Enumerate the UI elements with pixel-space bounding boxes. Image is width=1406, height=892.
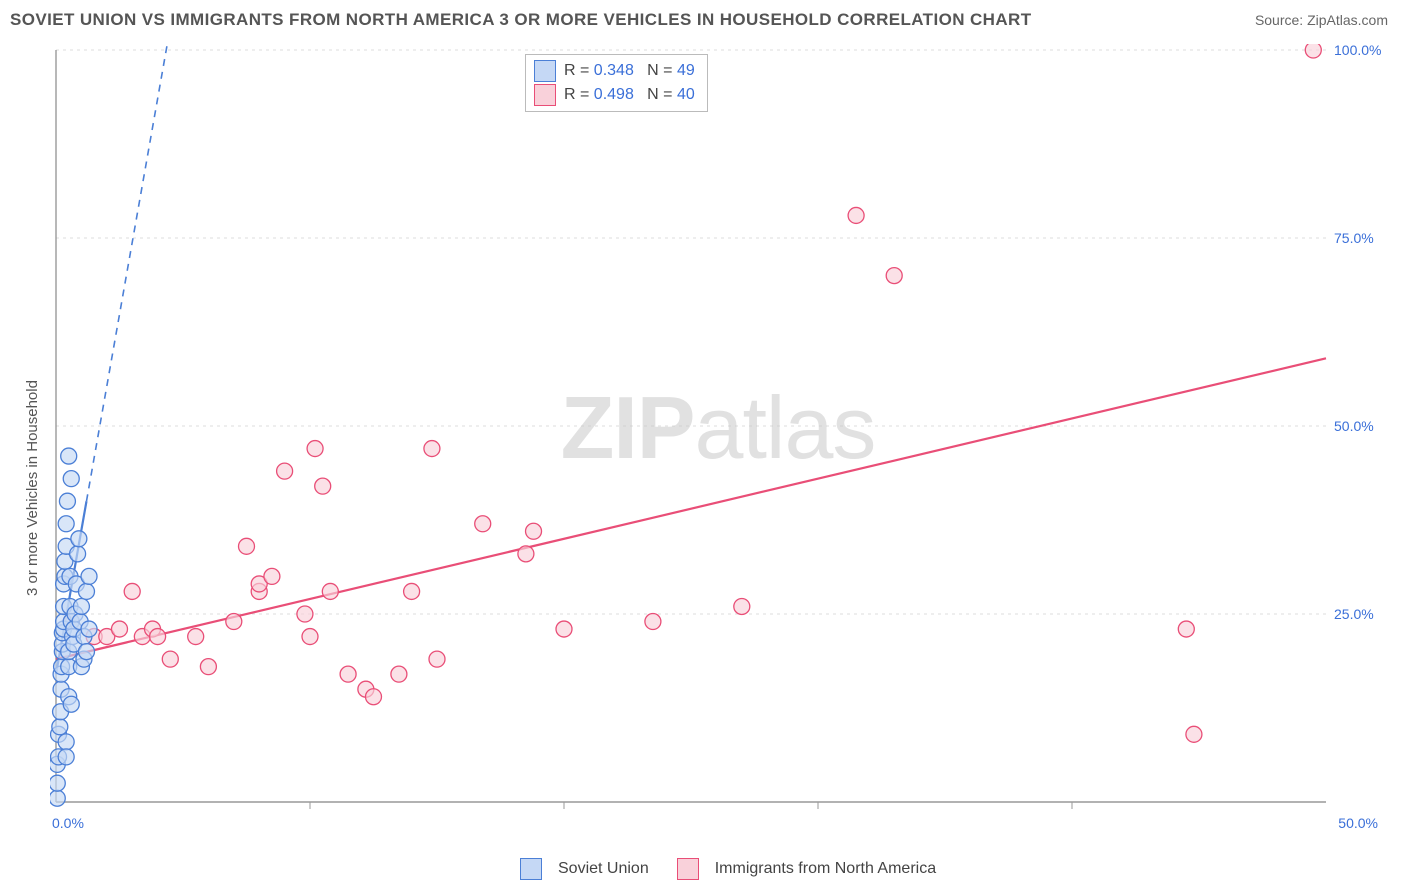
chart-title: SOVIET UNION VS IMMIGRANTS FROM NORTH AM…	[10, 10, 1032, 30]
legend-swatch-icon	[534, 84, 556, 106]
svg-text:50.0%: 50.0%	[1338, 815, 1378, 831]
svg-text:50.0%: 50.0%	[1334, 418, 1374, 434]
legend-swatch-icon	[677, 858, 699, 880]
correlation-legend: R = 0.348 N = 49R = 0.498 N = 40	[525, 54, 708, 112]
svg-text:25.0%: 25.0%	[1334, 606, 1374, 622]
series-legend-item: Soviet Union	[520, 858, 649, 880]
legend-swatch-icon	[534, 60, 556, 82]
legend-swatch-icon	[520, 858, 542, 880]
source-label: Source: ZipAtlas.com	[1255, 12, 1388, 28]
svg-text:75.0%: 75.0%	[1334, 230, 1374, 246]
scatter-plot: ZIPatlas 25.0%50.0%75.0%100.0%0.0%50.0% …	[50, 44, 1386, 844]
svg-text:0.0%: 0.0%	[52, 815, 84, 831]
series-legend-item: Immigrants from North America	[677, 858, 936, 880]
series-legend: Soviet Union Immigrants from North Americ…	[520, 858, 936, 880]
series-legend-label: Soviet Union	[558, 860, 649, 878]
y-axis-label: 3 or more Vehicles in Household	[24, 380, 41, 596]
series-legend-label: Immigrants from North America	[715, 860, 936, 878]
legend-row-soviet: R = 0.348 N = 49	[534, 59, 695, 83]
legend-row-north_america: R = 0.498 N = 40	[534, 83, 695, 107]
chart-container: 3 or more Vehicles in Household ZIPatlas…	[10, 36, 1396, 882]
svg-text:100.0%: 100.0%	[1334, 44, 1381, 58]
